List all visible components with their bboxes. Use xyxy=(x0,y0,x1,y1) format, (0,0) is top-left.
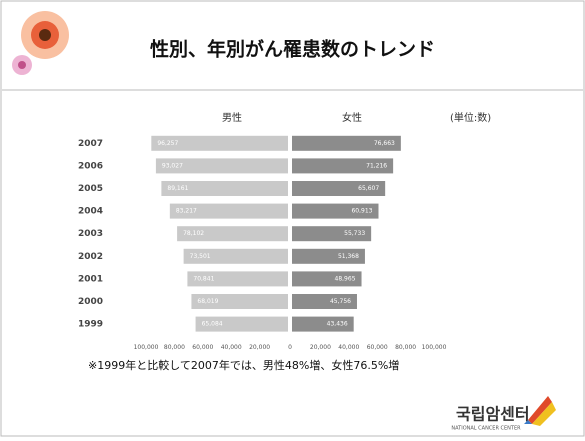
bar xyxy=(187,271,288,287)
x-tick-label: 40,000 xyxy=(221,344,242,351)
data-label: 83,217 xyxy=(176,208,197,215)
data-label: 71,216 xyxy=(366,162,387,169)
bar xyxy=(169,203,288,219)
chart-title: 性別、年別がん罹患数のトレンド xyxy=(150,38,435,61)
data-label: 96,257 xyxy=(157,140,178,147)
legend-label: 女性 xyxy=(342,111,362,124)
note: ※1999年と比較して2007年では、男性48%増、女性76.5%増 xyxy=(88,358,399,372)
flower-decoration xyxy=(12,11,69,75)
data-label: 93,027 xyxy=(162,162,183,169)
bar xyxy=(292,203,379,219)
y-tick-label: 2004 xyxy=(78,207,103,217)
logo-subtitle: NATIONAL CANCER CENTER xyxy=(451,426,521,432)
data-label: 70,841 xyxy=(193,275,214,282)
data-label: 45,756 xyxy=(330,298,351,305)
bar xyxy=(177,226,288,242)
data-label: 73,501 xyxy=(190,253,211,260)
data-label: 43,436 xyxy=(327,321,348,328)
y-tick-label: 2000 xyxy=(78,297,103,307)
y-tick-label: 2003 xyxy=(78,229,103,239)
x-tick-label: 0 xyxy=(288,344,292,351)
legend-label: 男性 xyxy=(222,111,242,124)
bar xyxy=(155,158,288,174)
y-tick-label: 2002 xyxy=(78,252,103,262)
bar xyxy=(292,294,357,309)
data-label: 78,102 xyxy=(183,230,204,237)
data-label: 65,084 xyxy=(202,321,223,328)
data-label: 55,733 xyxy=(344,230,365,237)
bar xyxy=(161,181,288,196)
bar xyxy=(191,294,288,309)
y-tick-label: 2005 xyxy=(78,184,103,194)
logo: 국립암센터 NATIONAL CANCER CENTER xyxy=(451,396,556,432)
x-tick-label: 20,000 xyxy=(310,344,331,351)
bar xyxy=(292,271,362,287)
data-label: 48,965 xyxy=(335,275,356,282)
data-label: 65,607 xyxy=(358,185,379,192)
x-tick-label: 100,000 xyxy=(422,344,447,351)
bar xyxy=(292,316,354,332)
bar xyxy=(183,248,288,264)
x-tick-label: 60,000 xyxy=(192,344,213,351)
y-tick-label: 2001 xyxy=(78,274,103,284)
unit-label: (単位:数) xyxy=(450,111,491,124)
bar xyxy=(292,158,394,174)
x-tick-label: 60,000 xyxy=(367,344,388,351)
logo-text: 국립암센터 xyxy=(456,405,530,424)
data-label: 89,161 xyxy=(167,185,188,192)
bar xyxy=(292,135,401,151)
x-tick-label: 80,000 xyxy=(164,344,185,351)
data-label: 76,663 xyxy=(374,140,395,147)
y-tick-label: 2007 xyxy=(78,139,103,149)
y-tick-label: 2006 xyxy=(78,161,103,171)
bar xyxy=(195,316,288,332)
x-tick-label: 80,000 xyxy=(395,344,416,351)
x-tick-label: 40,000 xyxy=(338,344,359,351)
bar xyxy=(292,181,386,196)
x-tick-label: 20,000 xyxy=(249,344,270,351)
data-label: 51,368 xyxy=(338,253,359,260)
data-label: 60,913 xyxy=(351,208,372,215)
data-label: 68,019 xyxy=(197,298,218,305)
bar xyxy=(292,248,365,264)
x-tick-label: 100,000 xyxy=(134,344,159,351)
bar xyxy=(292,226,372,242)
bar xyxy=(151,135,288,151)
y-tick-label: 1999 xyxy=(78,320,103,330)
